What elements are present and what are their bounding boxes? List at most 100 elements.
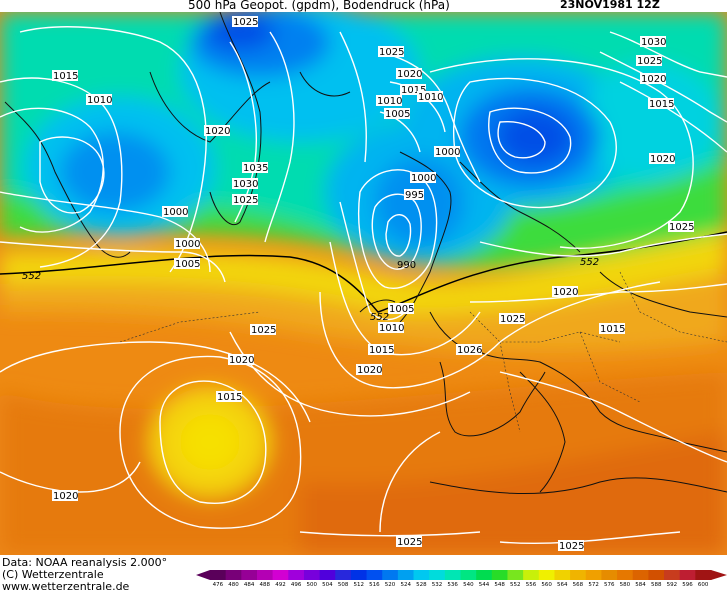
isobar-label: 1015 (401, 85, 426, 96)
weather-map-svg: 1025 1025 1015 1010 1020 1020 1015 1010 … (0, 12, 727, 555)
isobar-label: 1025 (233, 195, 258, 206)
geopotential-field (0, 12, 727, 555)
contour-552 (0, 231, 727, 313)
isobar-label: 1020 (205, 126, 230, 137)
legend-tick-label: 568 (573, 582, 584, 586)
legend-swatch (272, 570, 289, 580)
isobar-label: 1020 (650, 154, 675, 165)
legend-swatch (570, 570, 587, 580)
isobar-label: 1020 (397, 69, 422, 80)
legend-swatch (601, 570, 618, 580)
legend-tick-label: 500 (307, 582, 318, 586)
legend-swatch (413, 570, 430, 580)
legend-swatch (476, 570, 493, 580)
isobar-label: 1000 (435, 147, 460, 158)
geopotential-labels: 552 552 552 (22, 257, 599, 323)
chart-date: 23NOV1981 12Z (560, 0, 660, 11)
legend-swatch (617, 570, 634, 580)
legend-tick-label: 580 (620, 582, 631, 586)
legend-tick-label: 532 (432, 582, 443, 586)
isobar-label: 1030 (233, 179, 258, 190)
isobars (0, 26, 727, 545)
isobar-label: 1020 (641, 74, 666, 85)
country-borders (119, 271, 727, 433)
legend-swatch (210, 570, 227, 580)
isobar-label: 1025 (233, 17, 258, 28)
isobar-label: 1026 (457, 345, 482, 356)
legend-swatch (241, 570, 258, 580)
legend-swatch (679, 570, 696, 580)
legend-tick-label: 588 (651, 582, 662, 586)
legend-swatch (366, 570, 383, 580)
legend-arrow-right (711, 570, 727, 580)
isobar-label: 1025 (637, 56, 662, 67)
legend-swatch (695, 570, 712, 580)
isobar-label: 1000 (411, 173, 436, 184)
legend-swatch (319, 570, 336, 580)
isobar-label: 1035 (243, 163, 268, 174)
legend-swatch (335, 570, 352, 580)
isobar-label: 1005 (175, 259, 200, 270)
legend-swatch (303, 570, 321, 580)
legend-tick-label: 592 (667, 582, 678, 586)
legend-tick-label: 560 (541, 582, 552, 586)
legend-tick-label: 544 (479, 582, 490, 586)
isobar-label: 1010 (377, 96, 402, 107)
legend-swatch (256, 570, 274, 580)
legend-tick-label: 488 (260, 582, 271, 586)
legend-swatch (429, 570, 446, 580)
legend-tick-label: 484 (244, 582, 255, 586)
isobar-label: 990 (397, 260, 416, 271)
isobar-label: 1010 (418, 92, 443, 103)
isobar-label: 1025 (251, 325, 276, 336)
isobar-label: 1025 (397, 537, 422, 548)
legend-swatch (225, 570, 242, 580)
chart-title: 500 hPa Geopot. (gpdm), Bodendruck (hPa) (188, 0, 450, 12)
legend-tick-label: 540 (463, 582, 474, 586)
isobar-label: 995 (405, 190, 424, 201)
legend-tick-label: 552 (510, 582, 521, 586)
legend-swatch (664, 570, 681, 580)
legend-swatch (491, 570, 508, 580)
website-link[interactable]: www.wetterzentrale.de (2, 580, 130, 593)
legend-swatch (648, 570, 665, 580)
legend-tick-label: 480 (228, 582, 239, 586)
legend-tick-label: 476 (213, 582, 224, 586)
legend-swatch (523, 570, 540, 580)
legend-swatch (382, 570, 399, 580)
legend-tick-label: 572 (588, 582, 599, 586)
isobar-label: 1025 (669, 222, 694, 233)
legend-tick-label: 576 (604, 582, 615, 586)
legend-tick-label: 496 (291, 582, 302, 586)
legend-swatch (632, 570, 649, 580)
legend-tick-label: 524 (400, 582, 411, 586)
isobar-label: 1020 (229, 355, 254, 366)
legend-tick-label: 512 (353, 582, 364, 586)
isobar-label: 1020 (53, 491, 78, 502)
legend-swatch (585, 570, 602, 580)
legend-swatch (444, 570, 461, 580)
isobar-label: 1025 (379, 47, 404, 58)
weather-map: 1025 1025 1015 1010 1020 1020 1015 1010 … (0, 12, 727, 555)
isobar-label: 1015 (369, 345, 394, 356)
legend-swatch (460, 570, 477, 580)
isobar-label: 1010 (87, 95, 112, 106)
legend-tick-label: 520 (385, 582, 396, 586)
legend-arrow-left (196, 570, 210, 580)
legend-swatch (554, 570, 571, 580)
legend-swatch (288, 570, 305, 580)
isobar-label: 1005 (385, 109, 410, 120)
isobar-label: 1000 (175, 239, 200, 250)
contour-label: 552 (370, 312, 389, 323)
contour-label: 552 (22, 271, 41, 282)
isobar-label: 1025 (500, 314, 525, 325)
map-footer: Data: NOAA reanalysis 2.000° (C) Wetterz… (0, 555, 727, 593)
isobar-label: 1025 (559, 541, 584, 552)
legend-tick-label: 564 (557, 582, 568, 586)
isobar-label: 1015 (53, 71, 78, 82)
legend-tick-label: 556 (526, 582, 537, 586)
data-source-text: Data: NOAA reanalysis 2.000° (2, 556, 168, 569)
legend-tick-label: 492 (275, 582, 286, 586)
isobar-label: 1030 (641, 37, 666, 48)
isobar-label: 1005 (389, 304, 414, 315)
